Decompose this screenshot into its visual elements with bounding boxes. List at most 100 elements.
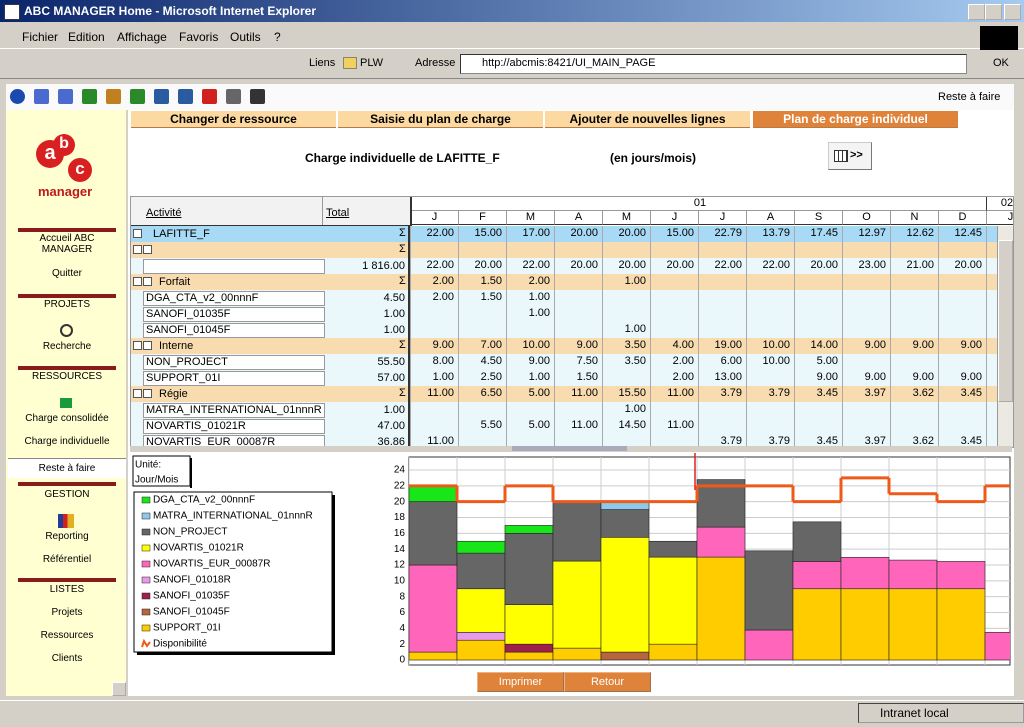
nav-link[interactable]: Recherche <box>42 341 92 352</box>
link[interactable]: PLW <box>360 57 384 69</box>
row-total: 1.00 <box>383 404 405 416</box>
toolbar-icon[interactable] <box>106 89 121 104</box>
table-row[interactable]: DGA_CTA_v2_00nnnF 4.50 2.00 1.50 1.00 <box>131 290 997 307</box>
expander[interactable] <box>133 245 142 254</box>
row-total: 4.50 <box>383 292 405 304</box>
scroll-thumb[interactable] <box>998 240 1013 402</box>
row-label: Régie <box>159 388 188 400</box>
export-button[interactable]: >> <box>828 142 872 170</box>
expander[interactable] <box>143 245 152 254</box>
nav-link[interactable]: Reste à faire <box>38 463 96 474</box>
table-cell: 1.00 <box>410 370 458 386</box>
expander[interactable] <box>143 389 152 398</box>
nav-link[interactable]: Clients <box>51 653 83 664</box>
table-row[interactable]: Interne Σ 9.00 7.00 10.00 9.00 3.50 4.00 19.00 10… <box>131 338 997 355</box>
export-label[interactable]: >> <box>850 149 863 161</box>
table-cell: 20.00 <box>650 258 698 274</box>
table-cell <box>410 242 458 258</box>
menu-item[interactable]: Outils <box>230 30 261 44</box>
row-total: 1.00 <box>383 324 405 336</box>
separator <box>18 578 116 582</box>
links-label[interactable]: Liens <box>309 57 336 69</box>
menu-item[interactable]: Fichier <box>22 30 59 44</box>
expander[interactable] <box>143 341 152 350</box>
table-row[interactable]: LAFITTE_F Σ 22.00 15.00 17.00 20.00 20.00 15.00… <box>131 226 997 243</box>
row-sigma: Σ <box>399 227 406 239</box>
stack-segment <box>696 479 746 528</box>
label-cell <box>143 355 325 370</box>
toolbar-icon[interactable] <box>130 89 145 104</box>
table-cell <box>746 322 794 338</box>
table-cell <box>890 290 938 306</box>
table-row[interactable]: MATRA_INTERNATIONAL_01nnnR 1.00 1.00 <box>131 402 997 419</box>
table-cell <box>650 434 698 447</box>
toolbar-right[interactable]: Reste à faire <box>938 91 1001 103</box>
table-row[interactable]: SUPPORT_01I 57.00 1.00 2.50 1.00 1.50 2.00 13.0… <box>131 370 997 387</box>
table-cell: 22.79 <box>698 226 746 242</box>
toolbar-icon[interactable] <box>226 89 241 104</box>
toolbar-icon[interactable] <box>202 89 217 104</box>
menu-item[interactable]: Edition <box>68 30 105 44</box>
table-row[interactable]: Régie Σ 11.00 6.50 5.00 11.00 15.50 11.00 3.79 3.… <box>131 386 997 403</box>
toolbar-icon[interactable] <box>10 89 25 104</box>
row-sigma: Σ <box>399 275 406 287</box>
table-row[interactable]: SANOFI_01035F 1.00 1.00 <box>131 306 997 323</box>
tab[interactable]: Plan de charge individuel <box>753 111 958 128</box>
url[interactable]: http://abcmis:8421/UI_MAIN_PAGE <box>482 57 656 69</box>
nav-link[interactable]: Accueil ABC MANAGER <box>39 233 95 255</box>
menu-item[interactable]: Affichage <box>117 30 167 44</box>
toolbar-icon[interactable] <box>58 89 73 104</box>
expander[interactable] <box>133 341 142 350</box>
table-row[interactable]: 1 816.00 22.00 20.00 22.00 20.00 20.00 20.00 22… <box>131 258 997 275</box>
table-cell <box>650 306 698 322</box>
tab[interactable]: Changer de ressource <box>131 111 336 128</box>
nav-link[interactable]: Référentiel <box>42 554 92 565</box>
table-cell: 7.50 <box>554 354 602 370</box>
nav-link[interactable]: Charge consolidée <box>25 413 109 424</box>
splitter-handle[interactable] <box>512 446 627 451</box>
window-buttons[interactable] <box>968 4 1021 20</box>
toolbar-icon[interactable] <box>178 89 193 104</box>
nav-link[interactable]: Projets <box>51 607 83 618</box>
go-button[interactable]: OK <box>993 57 1009 69</box>
table-cell <box>650 402 698 418</box>
nav-link[interactable]: Quitter <box>51 268 82 279</box>
table-row[interactable]: Forfait Σ 2.00 1.50 2.00 1.00 <box>131 274 997 291</box>
table-row[interactable]: Σ <box>131 242 997 259</box>
toolbar-icon[interactable] <box>154 89 169 104</box>
table-cell: 9.00 <box>410 338 458 354</box>
expander[interactable] <box>143 277 152 286</box>
button[interactable]: Imprimer <box>477 672 564 692</box>
legend-label: Disponibilité <box>153 639 207 650</box>
toolbar-icon[interactable] <box>250 89 265 104</box>
table-cell <box>842 306 890 322</box>
nav-link[interactable]: Reporting <box>45 531 89 542</box>
table-cell <box>602 434 650 447</box>
table-row[interactable]: NOVARTIS_EUR_00087R 36.86 11.00 3.79 3.79 3.4… <box>131 434 997 447</box>
toolbar-icon[interactable] <box>34 89 49 104</box>
toolbar-icon[interactable] <box>82 89 97 104</box>
column-header[interactable]: Total <box>326 207 350 219</box>
expander[interactable] <box>133 229 142 238</box>
address-field[interactable] <box>460 54 967 74</box>
table-cell: 3.79 <box>698 386 746 402</box>
table-cell: 1.00 <box>506 306 554 322</box>
expander[interactable] <box>133 389 142 398</box>
nav-link[interactable]: Charge individuelle <box>24 436 110 447</box>
tab[interactable]: Saisie du plan de charge <box>338 111 543 128</box>
table-row[interactable]: NON_PROJECT 55.50 8.00 4.50 9.00 7.50 3.50 2.00… <box>131 354 997 371</box>
expander[interactable] <box>133 277 142 286</box>
tab[interactable]: Ajouter de nouvelles lignes <box>545 111 750 128</box>
sidebar-scroll[interactable] <box>112 682 126 696</box>
legend-label: SANOFI_01018R <box>153 575 231 586</box>
report-icon <box>58 514 74 528</box>
menu-item[interactable]: ? <box>274 30 281 44</box>
table-cell: 17.45 <box>794 226 842 242</box>
nav-link[interactable]: Ressources <box>40 630 94 641</box>
column-header[interactable]: Activité <box>146 207 182 219</box>
table-cell <box>842 418 890 434</box>
table-row[interactable]: NOVARTIS_01021R 47.00 5.50 5.00 11.00 14.50 11… <box>131 418 997 435</box>
table-row[interactable]: SANOFI_01045F 1.00 1.00 <box>131 322 997 339</box>
button[interactable]: Retour <box>564 672 651 692</box>
menu-item[interactable]: Favoris <box>179 30 219 44</box>
